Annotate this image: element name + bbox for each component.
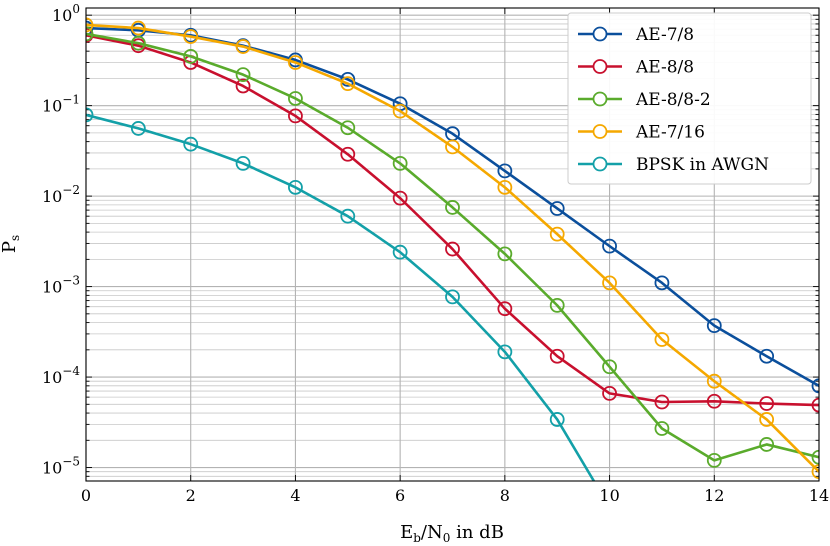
series-marker-4 <box>288 179 303 195</box>
series-marker-2 <box>130 35 146 51</box>
series-marker-2 <box>654 421 670 436</box>
series-marker-3 <box>288 55 303 70</box>
series-marker-3 <box>759 412 775 427</box>
grid <box>85 8 820 481</box>
series-marker-3 <box>235 39 251 54</box>
series-marker-4 <box>340 208 356 224</box>
series-marker-3 <box>183 29 199 44</box>
legend-label: BPSK in AWGN <box>636 155 769 175</box>
series-marker-4 <box>235 155 251 171</box>
series-marker-2 <box>86 26 94 42</box>
series-line-4 <box>86 113 595 481</box>
x-tick-label: 2 <box>186 486 196 505</box>
x-tick-label: 6 <box>395 486 405 505</box>
series-marker-1 <box>497 301 513 317</box>
x-tick-label: 10 <box>599 486 619 505</box>
series-marker-1 <box>706 393 722 409</box>
legend-label: AE-7/8 <box>635 25 694 45</box>
series-marker-4 <box>549 412 565 427</box>
legend-label: AE-7/16 <box>635 123 705 143</box>
series-marker-2 <box>549 297 565 313</box>
x-tick-label: 4 <box>290 486 300 505</box>
legend-marker <box>592 91 608 107</box>
series-marker-1 <box>654 394 670 410</box>
series-marker-0 <box>759 348 775 364</box>
series-marker-2 <box>392 155 408 171</box>
series-marker-3 <box>130 20 146 36</box>
series-line-1 <box>86 33 819 407</box>
series-line-3 <box>86 23 819 473</box>
series-marker-2 <box>602 359 617 375</box>
series-marker-1 <box>288 108 303 124</box>
series-marker-1 <box>392 190 408 206</box>
series-marker-3 <box>811 464 819 480</box>
y-axis-title: Ps <box>0 235 22 253</box>
legend-label: AE-8/8 <box>635 58 694 78</box>
y-axis: 100 10−1 10−2 10−3 10−4 10−5 <box>42 2 80 477</box>
series-marker-1 <box>549 348 565 364</box>
legend-marker <box>592 156 608 172</box>
series-marker-1 <box>602 385 617 401</box>
series-marker-2 <box>759 437 775 452</box>
series-marker-2 <box>235 67 251 83</box>
series-marker-2 <box>340 120 356 136</box>
series-marker-1 <box>759 396 775 411</box>
legend-marker <box>592 59 608 74</box>
series-marker-0 <box>549 201 565 216</box>
y-tick-label: 10−4 <box>42 364 80 387</box>
x-axis-title: Eb/N0 in dB <box>400 522 504 545</box>
series-marker-4 <box>86 107 94 123</box>
series-marker-2 <box>497 246 513 262</box>
series-marker-1 <box>340 146 356 162</box>
series-marker-2 <box>288 91 303 106</box>
series-marker-0 <box>811 378 819 394</box>
series-marker-4 <box>130 121 146 136</box>
series-marker-2 <box>445 200 460 215</box>
series-marker-4 <box>183 136 199 152</box>
series-marker-4 <box>392 244 408 260</box>
series-marker-4 <box>497 344 513 360</box>
series-marker-2 <box>706 452 722 468</box>
series-marker-1 <box>811 397 819 413</box>
series-marker-1 <box>235 78 251 94</box>
series-marker-0 <box>654 275 670 291</box>
plot-frame <box>85 7 820 482</box>
x-tick-label: 14 <box>809 486 829 505</box>
series-marker-3 <box>340 76 356 92</box>
series-line-2 <box>86 32 819 462</box>
series-marker-3 <box>445 139 460 155</box>
series-marker-3 <box>549 226 565 242</box>
series-marker-3 <box>392 103 408 119</box>
series-marker-3 <box>86 17 94 33</box>
y-tick-label: 10−5 <box>42 455 80 478</box>
legend-label: AE-8/8-2 <box>635 90 711 110</box>
series-marker-3 <box>497 179 513 195</box>
x-tick-label: 8 <box>500 486 510 505</box>
x-axis: 0 2 4 6 8 10 12 14 <box>81 486 829 505</box>
y-tick-label: 10−1 <box>42 93 80 116</box>
y-tick-label: 100 <box>52 2 80 25</box>
series-marker-2 <box>183 49 199 64</box>
series-marker-3 <box>654 332 670 347</box>
series-marker-3 <box>706 373 722 389</box>
series-marker-0 <box>497 163 513 179</box>
series-marker-0 <box>706 318 722 334</box>
y-tick-label: 10−3 <box>42 274 80 297</box>
legend-box <box>567 12 812 185</box>
legend-marker <box>592 124 608 139</box>
y-tick-label: 10−2 <box>42 183 80 206</box>
legend-marker <box>592 26 608 42</box>
series-marker-0 <box>340 71 356 87</box>
series-layer <box>86 17 819 481</box>
series-marker-0 <box>602 238 617 254</box>
series-marker-2 <box>811 449 819 465</box>
series-marker-3 <box>602 275 617 291</box>
series-marker-4 <box>445 289 460 305</box>
series-marker-1 <box>445 241 460 257</box>
x-tick-label: 0 <box>81 486 91 505</box>
x-tick-label: 12 <box>704 486 724 505</box>
legend: AE-7/8 AE-8/8 AE-8/8-2 AE-7/16 BPSK in AWGN <box>567 12 812 185</box>
